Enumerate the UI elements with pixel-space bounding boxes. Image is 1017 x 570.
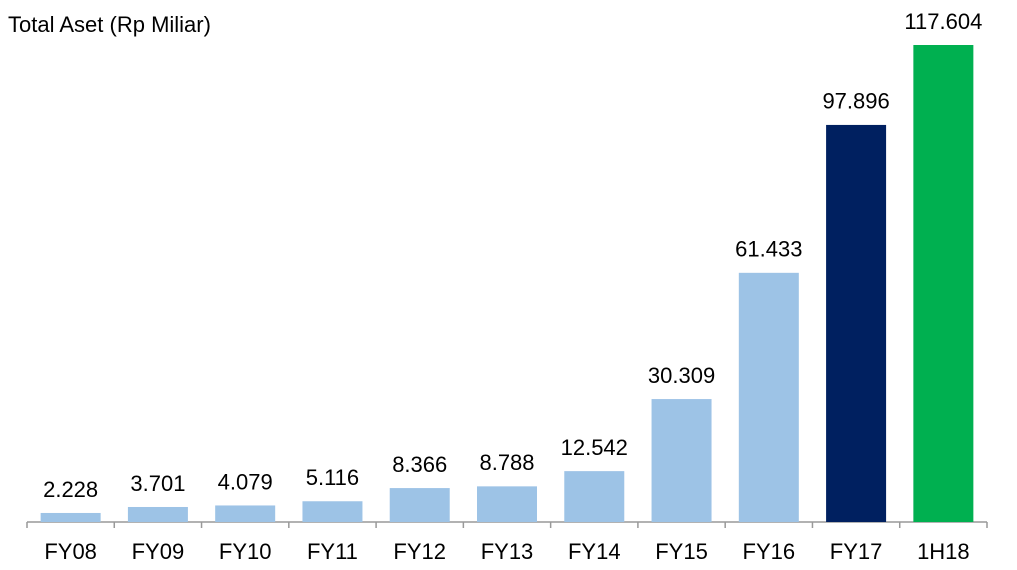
bar (389, 488, 450, 522)
x-tick-label: FY12 (393, 539, 446, 564)
bar (913, 45, 974, 522)
data-label: 8.366 (392, 452, 447, 477)
bar (651, 399, 712, 522)
bar (40, 512, 101, 522)
data-label: 97.896 (822, 89, 889, 114)
data-label: 117.604 (904, 9, 982, 34)
bar (826, 124, 887, 523)
x-tick-label: FY10 (219, 539, 272, 564)
x-tick-label: FY15 (655, 539, 708, 564)
x-tick-label: 1H18 (917, 539, 970, 564)
data-label: 5.116 (306, 465, 359, 490)
x-tick-label: FY08 (44, 539, 97, 564)
bar (215, 505, 276, 522)
x-tick-label: FY09 (132, 539, 185, 564)
bar (127, 506, 188, 522)
x-tick-label: FY17 (830, 539, 883, 564)
bar (302, 501, 363, 522)
bar (564, 471, 625, 522)
data-label: 61.433 (735, 237, 802, 262)
x-tick-label: FY16 (743, 539, 796, 564)
x-tick-label: FY14 (568, 539, 621, 564)
x-tick-label: FY13 (481, 539, 534, 564)
chart-title: Total Aset (Rp Miliar) (8, 12, 211, 37)
bar (477, 486, 537, 522)
bar (738, 272, 799, 522)
data-label: 8.788 (479, 450, 534, 475)
data-label: 4.079 (218, 469, 273, 494)
data-label: 12.542 (561, 435, 628, 460)
data-label: 2.228 (43, 477, 98, 502)
data-label: 3.701 (130, 471, 185, 496)
x-tick-label: FY11 (307, 539, 358, 564)
data-label: 30.309 (648, 363, 715, 388)
